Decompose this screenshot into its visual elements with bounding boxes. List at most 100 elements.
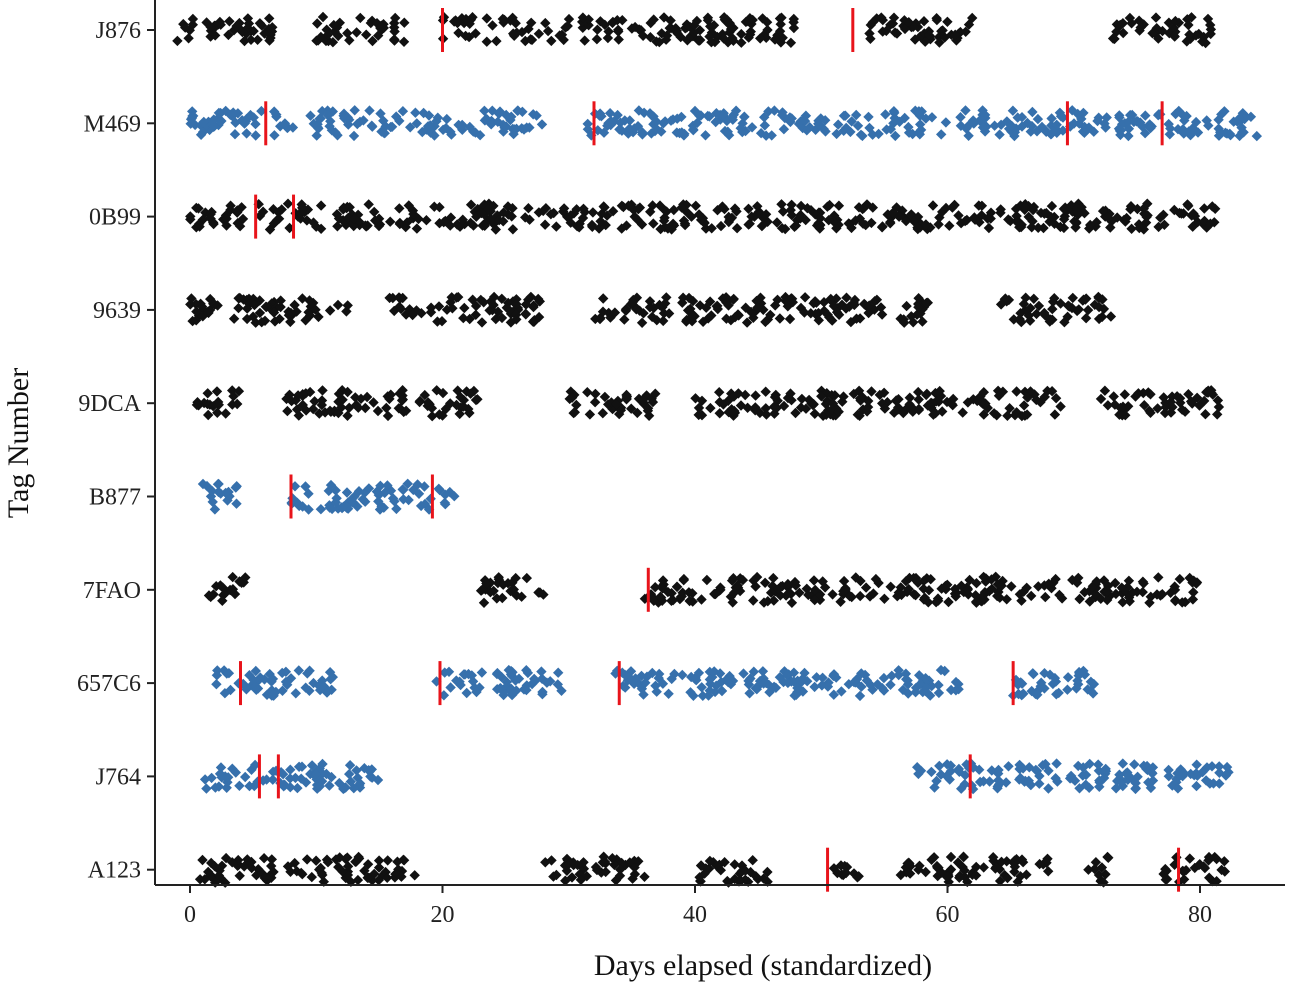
data-point (912, 577, 924, 588)
data-point (656, 28, 667, 39)
data-point (934, 212, 945, 223)
data-point (836, 686, 847, 697)
data-point (653, 672, 664, 684)
data-point (727, 32, 738, 44)
data-point (250, 665, 261, 677)
data-point (785, 37, 797, 48)
data-point (687, 310, 698, 321)
data-point (464, 121, 475, 133)
data-point (597, 408, 608, 419)
data-point (809, 408, 820, 419)
data-point (587, 207, 599, 218)
data-point (419, 389, 430, 401)
data-point (587, 221, 598, 232)
data-point (1000, 777, 1012, 788)
data-point (995, 299, 1007, 310)
data-point (757, 13, 768, 24)
data-point (1209, 851, 1220, 863)
data-point (1125, 204, 1136, 215)
data-point (696, 410, 708, 421)
data-point (1072, 207, 1083, 218)
data-point (831, 223, 842, 234)
data-point (1187, 594, 1199, 605)
data-point (315, 223, 327, 234)
data-point (520, 212, 531, 223)
data-point (776, 223, 788, 234)
data-point (840, 110, 851, 121)
data-point (526, 34, 538, 46)
data-point (694, 25, 706, 36)
data-point (978, 409, 989, 420)
data-point (180, 22, 191, 33)
data-point (498, 207, 509, 218)
data-point (1130, 777, 1141, 789)
data-point (915, 31, 926, 42)
data-point (829, 210, 840, 221)
data-point (700, 863, 711, 874)
y-tick-label: B877 (89, 485, 141, 511)
data-point (172, 35, 183, 47)
data-point (685, 30, 696, 42)
data-point (1165, 400, 1176, 411)
data-point (811, 297, 822, 308)
data-point (678, 573, 690, 585)
data-point (658, 315, 669, 327)
data-point (969, 214, 981, 225)
data-point (554, 30, 565, 41)
data-point (1104, 591, 1115, 602)
data-point (988, 408, 1000, 419)
data-point (931, 775, 942, 787)
data-point (185, 214, 196, 225)
data-point (702, 15, 714, 26)
data-point (1219, 856, 1230, 867)
data-point (941, 396, 953, 408)
data-point (1050, 393, 1062, 404)
data-point (332, 130, 343, 141)
data-point (308, 118, 319, 129)
data-point (923, 675, 935, 686)
data-point (822, 681, 834, 692)
data-point (623, 128, 634, 139)
data-point (1127, 587, 1138, 598)
data-point (1237, 108, 1248, 119)
data-point (701, 574, 713, 586)
data-point (723, 395, 734, 406)
data-point (885, 19, 896, 31)
data-point (1043, 765, 1054, 776)
data-point (276, 204, 287, 215)
data-point (896, 589, 907, 601)
data-point (750, 683, 761, 694)
data-point (1038, 222, 1049, 234)
data-point (1057, 125, 1069, 136)
data-point (903, 17, 914, 28)
data-point (668, 204, 679, 216)
data-point (956, 580, 967, 591)
data-point (612, 109, 623, 121)
data-point (928, 409, 939, 420)
data-point (681, 199, 692, 211)
data-point (245, 109, 256, 121)
data-point (264, 224, 276, 235)
data-point (1003, 761, 1014, 772)
data-point (492, 306, 504, 317)
data-point (304, 685, 315, 696)
data-point (551, 221, 562, 232)
data-point (1062, 684, 1073, 695)
data-point (718, 110, 729, 121)
data-point (1135, 117, 1146, 128)
data-point (605, 119, 616, 131)
data-point (771, 402, 782, 414)
data-point (939, 665, 950, 677)
data-point (1212, 409, 1223, 420)
data-point (348, 783, 359, 794)
data-point (316, 867, 327, 879)
data-point (925, 574, 936, 585)
data-point (322, 29, 333, 41)
data-point (315, 200, 327, 211)
data-point (232, 205, 243, 216)
data-point (583, 14, 594, 25)
data-point (590, 388, 601, 400)
data-point (311, 130, 322, 141)
data-point (378, 502, 389, 513)
data-point (936, 867, 947, 878)
